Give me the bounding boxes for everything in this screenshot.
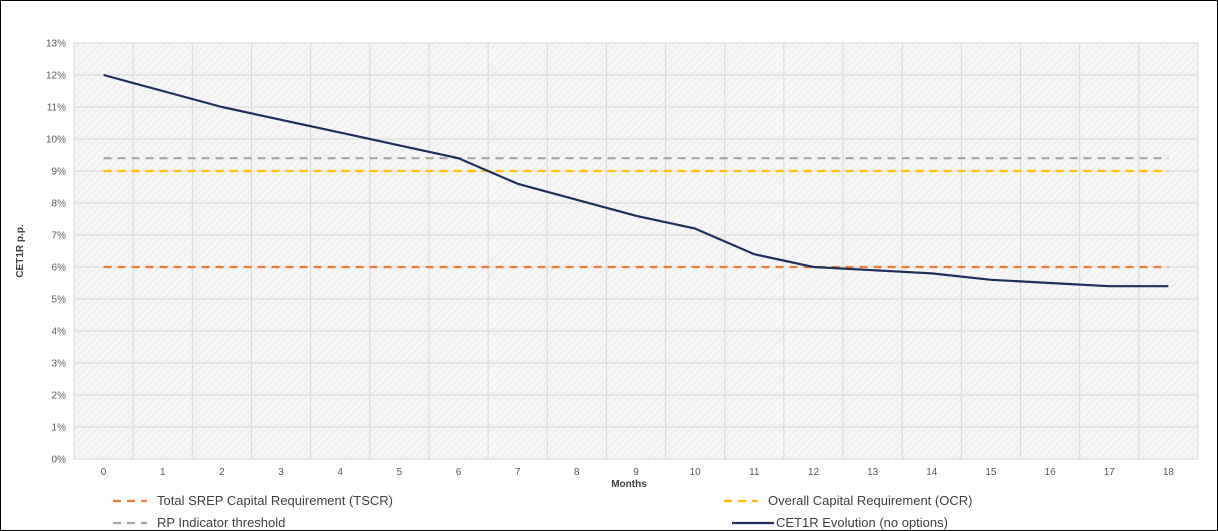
x-tick-label: 18 — [1163, 467, 1175, 478]
x-tick-label: 11 — [749, 467, 760, 478]
x-tick-label: 12 — [808, 467, 820, 478]
y-tick-label: 10% — [46, 135, 66, 146]
x-tick-label: 9 — [633, 467, 639, 478]
legend-label: CET1R Evolution (no options) — [776, 515, 948, 530]
y-tick-labels: 0% 1% 2% 3% 4% 5% 6% 7% 8% 9% 10% 11% 12% 13% — [46, 39, 66, 466]
legend: Total SREP Capital Requirement (TSCR) Ove… — [113, 493, 972, 530]
x-tick-label: 8 — [574, 467, 580, 478]
y-tick-label: 4% — [52, 327, 67, 338]
x-tick-label: 10 — [690, 467, 702, 478]
y-tick-label: 7% — [52, 231, 67, 242]
x-tick-label: 14 — [926, 467, 938, 478]
x-tick-label: 17 — [1104, 467, 1116, 478]
x-axis-title: Months — [611, 479, 647, 490]
x-tick-label: 7 — [515, 467, 521, 478]
y-tick-label: 3% — [52, 359, 67, 370]
y-tick-label: 0% — [52, 455, 67, 466]
y-tick-label: 13% — [46, 39, 66, 50]
y-tick-label: 2% — [52, 391, 67, 402]
x-tick-labels: 0 1 2 3 4 5 6 7 8 9 10 11 12 13 14 15 16 17 18 — [101, 467, 1175, 478]
plot-area — [74, 43, 1198, 459]
y-tick-label: 5% — [52, 295, 67, 306]
x-tick-label: 15 — [985, 467, 997, 478]
x-tick-label: 0 — [101, 467, 107, 478]
legend-label: Overall Capital Requirement (OCR) — [768, 493, 972, 508]
series-lines — [103, 73, 1169, 288]
x-tick-label: 4 — [337, 467, 343, 478]
x-tick-label: 5 — [397, 467, 403, 478]
y-tick-label: 8% — [52, 199, 67, 210]
y-axis-title: CET1R p.p. — [15, 224, 26, 278]
series-line-3 — [103, 73, 1169, 288]
x-tick-label: 13 — [867, 467, 879, 478]
x-tick-label: 2 — [219, 467, 225, 478]
y-tick-label: 12% — [46, 71, 66, 82]
x-tick-label: 3 — [278, 467, 284, 478]
x-tick-label: 16 — [1045, 467, 1057, 478]
legend-label: RP Indicator threshold — [157, 515, 285, 530]
y-tick-label: 11% — [47, 103, 66, 114]
legend-label: Total SREP Capital Requirement (TSCR) — [157, 493, 393, 508]
gridlines — [73, 42, 1199, 460]
x-tick-label: 6 — [456, 467, 462, 478]
y-tick-label: 6% — [52, 263, 67, 274]
x-tick-label: 1 — [160, 467, 166, 478]
y-tick-label: 9% — [52, 167, 67, 178]
y-tick-label: 1% — [52, 423, 67, 434]
